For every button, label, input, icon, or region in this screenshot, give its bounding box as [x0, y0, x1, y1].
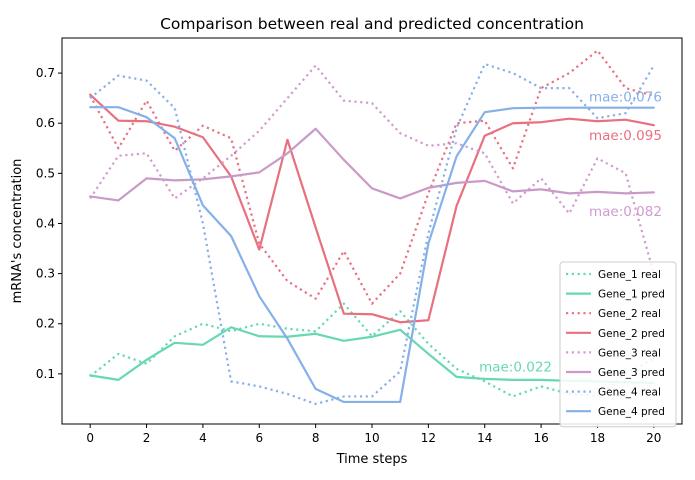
- x-tick-label: 2: [143, 431, 151, 445]
- mae-annotation: mae:0.082: [589, 204, 662, 220]
- legend-label: Gene_2 real: [598, 308, 661, 320]
- legend-label: Gene_3 pred: [598, 367, 665, 379]
- mae-annotation: mae:0.076: [589, 90, 662, 106]
- x-tick-label: 10: [364, 431, 379, 445]
- chart-title: Comparison between real and predicted co…: [160, 15, 584, 33]
- legend-label: Gene_4 pred: [598, 406, 665, 418]
- series-line-gene-2-pred: [89, 93, 655, 324]
- x-tick-label: 20: [646, 431, 661, 445]
- legend-label: Gene_4 real: [598, 387, 661, 399]
- series-line-gene-4-real: [89, 62, 655, 406]
- legend-label: Gene_2 pred: [598, 328, 665, 340]
- x-tick-label: 14: [477, 431, 492, 445]
- mae-annotation: mae:0.022: [479, 359, 552, 375]
- x-tick-label: 12: [421, 431, 436, 445]
- y-tick-label: 0.2: [36, 317, 55, 331]
- x-axis-label: Time steps: [336, 452, 408, 467]
- legend: Gene_1 real Gene_1 pred Gene_2 real Gene_2 …: [559, 261, 677, 428]
- y-tick-label: 0.4: [36, 216, 55, 230]
- y-tick-label: 0.5: [36, 166, 55, 180]
- mae-annotation: mae:0.095: [589, 128, 662, 144]
- x-tick-label: 4: [199, 431, 207, 445]
- legend-label: Gene_3 real: [598, 347, 661, 359]
- y-tick-label: 0.6: [36, 116, 55, 130]
- series-line-gene-3-pred: [89, 127, 655, 202]
- series-line-gene-4-pred: [89, 106, 655, 404]
- series-line-gene-3-real: [89, 64, 655, 274]
- legend-box: [559, 261, 677, 428]
- axis-ticks: 0 2 4 6 8 10 12 14 16 18 20 0.1 0.2 0.3 0.4 0.5 0.6 0.7: [36, 66, 662, 445]
- y-axis-label: mRNA's concentration: [10, 159, 25, 304]
- x-tick-label: 16: [533, 431, 548, 445]
- legend-label: Gene_1 real: [598, 269, 661, 281]
- y-tick-label: 0.7: [36, 66, 55, 80]
- series-line-gene-2-real: [89, 49, 655, 305]
- y-tick-label: 0.3: [36, 267, 55, 281]
- legend-label: Gene_1 pred: [598, 289, 665, 301]
- x-tick-label: 0: [86, 431, 94, 445]
- y-tick-label: 0.1: [36, 367, 55, 381]
- x-tick-label: 8: [312, 431, 320, 445]
- mae-annotations: mae:0.022 mae:0.095 mae:0.082 mae:0.076: [479, 90, 662, 376]
- x-tick-label: 6: [255, 431, 263, 445]
- x-tick-label: 18: [590, 431, 605, 445]
